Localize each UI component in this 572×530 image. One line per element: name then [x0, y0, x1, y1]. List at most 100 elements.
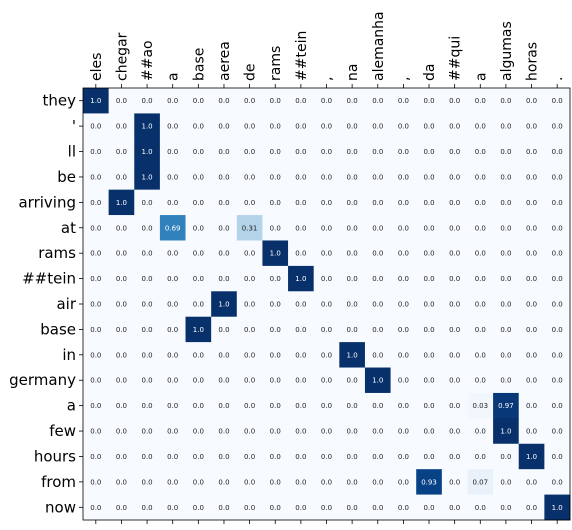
cell-value-label: 0.0 — [116, 453, 127, 461]
y-tick-label: few — [49, 422, 76, 440]
cell-value-label: 0.0 — [552, 326, 563, 334]
cell-value-label: 0.0 — [500, 173, 511, 181]
cell-value-label: 0.0 — [90, 478, 101, 486]
cell-value-label: 0.0 — [167, 250, 178, 258]
heatmap-cell — [390, 88, 417, 114]
heatmap-cell — [159, 113, 186, 140]
heatmap-cell — [416, 418, 443, 445]
cell-value-label: 0.0 — [116, 402, 127, 410]
y-tick-label: at — [61, 219, 76, 237]
heatmap-cell — [313, 265, 340, 292]
cell-value-label: 0.0 — [552, 275, 563, 283]
cell-value-label: 0.0 — [142, 301, 153, 309]
cell-value-label: 0.0 — [398, 123, 409, 131]
x-tick-label: da — [422, 64, 438, 81]
heatmap-cell — [467, 88, 494, 114]
x-tick-label: , — [320, 77, 336, 81]
cell-value-label: 0.0 — [295, 377, 306, 385]
heatmap-cell — [288, 342, 315, 368]
cell-value-label: 0.0 — [90, 250, 101, 258]
cell-value-label: 0.0 — [90, 148, 101, 156]
cell-value-label: 0.0 — [167, 377, 178, 385]
heatmap-cell — [211, 164, 238, 191]
cell-value-label: 0.0 — [398, 97, 409, 105]
heatmap-cell — [518, 265, 545, 292]
cell-value-label: 0.0 — [347, 428, 358, 436]
cell-value-label: 0.0 — [295, 148, 306, 156]
cell-value-label: 0.0 — [167, 275, 178, 283]
cell-value-label: 0.0 — [167, 199, 178, 207]
heatmap-cell — [441, 291, 468, 318]
cell-value-label: 0.0 — [552, 402, 563, 410]
cell-value-label: 0.0 — [193, 402, 204, 410]
heatmap-cell — [262, 189, 289, 216]
heatmap-cell — [134, 494, 161, 521]
heatmap-cell — [441, 265, 468, 292]
cell-value-label: 0.0 — [423, 148, 434, 156]
heatmap-cell — [108, 342, 135, 368]
heatmap-cell — [236, 88, 263, 114]
cell-value-label: 0.0 — [321, 326, 332, 334]
y-tick-label: in — [62, 346, 76, 364]
cell-value-label: 0.0 — [90, 351, 101, 359]
heatmap-cell — [416, 469, 443, 495]
heatmap-cell — [467, 164, 494, 191]
heatmap-cell — [211, 265, 238, 292]
y-tick-label: be — [57, 168, 76, 186]
heatmap-cells: 1.0 0.0 0.0 0.0 0.0 0.0 0.0 0.0 0.0 0.0 0.0 0.0 0.0 0… — [83, 88, 571, 521]
heatmap-cell — [416, 265, 443, 292]
cell-value-label: 0.0 — [218, 199, 229, 207]
cell-value-label: 0.0 — [193, 173, 204, 181]
cell-value-label: 0.0 — [321, 275, 332, 283]
cell-value-label: 0.0 — [398, 275, 409, 283]
cell-value-label: 0.0 — [398, 148, 409, 156]
cell-value-label: 0.0 — [167, 173, 178, 181]
cell-value-label: 0.0 — [347, 301, 358, 309]
cell-value-label: 0.0 — [449, 377, 460, 385]
heatmap-cell — [364, 113, 391, 140]
cell-value-label: 0.0 — [372, 250, 383, 258]
cell-value-label: 0.0 — [552, 224, 563, 232]
heatmap-cell — [108, 240, 135, 267]
heatmap-cell — [185, 164, 212, 191]
heatmap-cell — [493, 291, 520, 318]
x-tick-label: ##tein — [294, 31, 310, 81]
x-tick-label: algumas — [499, 21, 515, 81]
heatmap-cell — [544, 418, 571, 445]
cell-value-label: 1.0 — [193, 326, 204, 334]
cell-value-label: 0.0 — [475, 301, 486, 309]
heatmap-cell — [83, 215, 110, 241]
y-tick-label: arriving — [18, 193, 76, 211]
heatmap-cell — [134, 113, 161, 140]
x-tick-label: alemanha — [371, 11, 387, 81]
cell-value-label: 0.0 — [398, 377, 409, 385]
heatmap-cell — [185, 189, 212, 216]
cell-value-label: 0.0 — [347, 148, 358, 156]
cell-value-label: 0.0 — [347, 275, 358, 283]
heatmap-cell — [236, 291, 263, 318]
cell-value-label: 0.0 — [218, 478, 229, 486]
cell-value-label: 0.0 — [449, 97, 460, 105]
cell-value-label: 0.0 — [244, 250, 255, 258]
cell-value-label: 0.0 — [500, 275, 511, 283]
heatmap-cell — [83, 418, 110, 445]
heatmap-cell — [288, 469, 315, 495]
heatmap-cell — [544, 367, 571, 394]
cell-value-label: 0.0 — [321, 97, 332, 105]
heatmap-cell — [159, 469, 186, 495]
heatmap-cell — [544, 392, 571, 419]
heatmap-cell — [134, 443, 161, 470]
cell-value-label: 0.0 — [270, 402, 281, 410]
cell-value-label: 0.0 — [116, 428, 127, 436]
heatmap-cell — [416, 164, 443, 191]
cell-value-label: 1.0 — [142, 123, 153, 131]
cell-value-label: 0.0 — [116, 275, 127, 283]
heatmap-cell — [313, 469, 340, 495]
heatmap-cell — [364, 138, 391, 165]
cell-value-label: 0.0 — [116, 301, 127, 309]
cell-value-label: 0.0 — [398, 250, 409, 258]
heatmap-cell — [467, 342, 494, 368]
cell-value-label: 0.0 — [475, 199, 486, 207]
heatmap-cell — [288, 88, 315, 114]
cell-value-label: 0.0 — [423, 453, 434, 461]
